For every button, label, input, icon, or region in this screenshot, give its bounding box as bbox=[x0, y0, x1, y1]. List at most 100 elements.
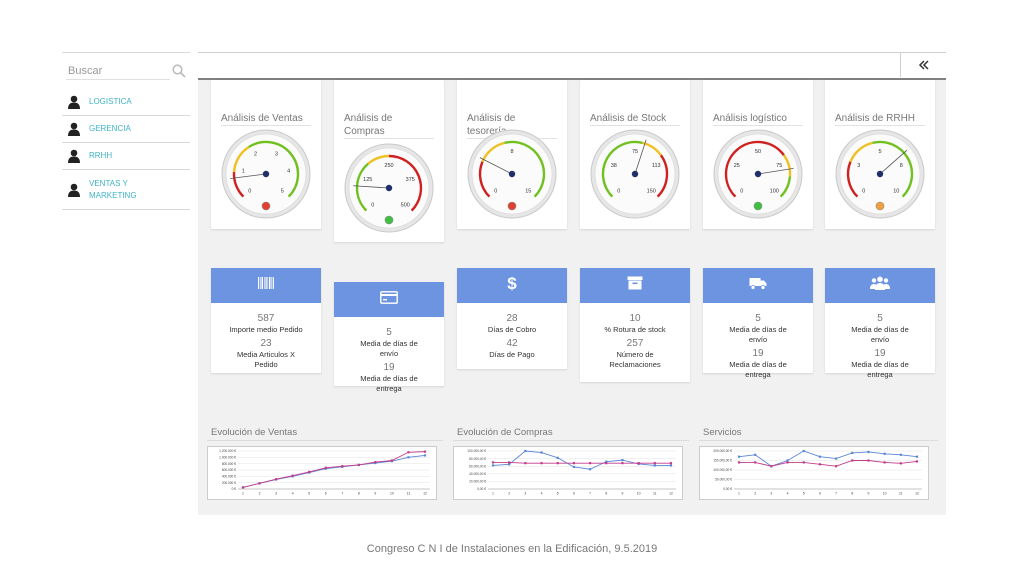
sidebar-item-label: VENTAS Y MARKETING bbox=[89, 178, 137, 200]
chart-x-tick-label: 1 bbox=[242, 492, 244, 496]
kpi-card[interactable]: 5 Media de días de envío 19 Media de días d… bbox=[703, 268, 813, 379]
gauge-title: Análisis de tesorería bbox=[467, 113, 516, 137]
kpi-value: 5 bbox=[755, 313, 761, 324]
chart-data-point bbox=[540, 451, 543, 454]
chart-x-tick-label: 2 bbox=[754, 492, 756, 496]
gauge-band bbox=[232, 171, 245, 198]
chart-x-tick-label: 1 bbox=[492, 492, 494, 496]
chart-data-point bbox=[588, 462, 592, 465]
chart-data-point bbox=[423, 454, 427, 457]
gauge-tick-label: 375 bbox=[406, 177, 415, 183]
chart-x-tick-label: 12 bbox=[669, 492, 673, 496]
chart-data-point bbox=[737, 455, 741, 458]
line-chart: 0,00 € 50.000,00 € 100.000,00 € 150.000,00 … bbox=[699, 446, 929, 500]
chart-data-point bbox=[491, 461, 495, 464]
chart-data-point bbox=[605, 460, 608, 463]
chart-series-line bbox=[242, 451, 426, 488]
kpi-card[interactable]: 5 Media de días de envío 19 Media de días d… bbox=[825, 268, 935, 379]
sidebar-item-label: LOGISTICA bbox=[89, 97, 132, 106]
gauge-needle bbox=[353, 185, 390, 189]
gauge-band bbox=[872, 140, 914, 198]
chart-x-tick-label: 3 bbox=[275, 492, 277, 496]
top-bar bbox=[198, 52, 946, 80]
gauge-needle bbox=[479, 157, 513, 175]
kpi-card[interactable]: 587 Importe medio Pedido 23 Media Articulos… bbox=[211, 268, 321, 373]
kpi-label: Media de días de envío bbox=[851, 325, 909, 344]
gauge-band bbox=[355, 162, 370, 212]
kpi-value: 19 bbox=[752, 348, 764, 359]
gauge-band bbox=[846, 161, 859, 198]
chart-y-tick-label: 0,00 € bbox=[723, 487, 732, 491]
gauge-dial: 0 38 75 113 150 bbox=[590, 129, 680, 219]
gauge-hub bbox=[631, 170, 639, 178]
svg-text:$: $ bbox=[507, 274, 517, 292]
gauge-hub bbox=[754, 170, 762, 178]
truck-icon bbox=[749, 277, 767, 295]
chart-data-point bbox=[374, 460, 377, 464]
chart-data-point bbox=[899, 453, 902, 456]
chart-data-point bbox=[308, 470, 311, 473]
sidebar-item-label: GERENCIA bbox=[89, 124, 131, 133]
collapse-sidebar-button[interactable] bbox=[900, 53, 947, 77]
double-chevron-left-icon bbox=[918, 60, 929, 70]
gauge-tick-label: 0 bbox=[617, 188, 620, 194]
gauge-band bbox=[367, 154, 390, 165]
gauge-tick-label: 75 bbox=[632, 149, 638, 155]
kpi-value: 19 bbox=[383, 362, 395, 373]
chart-data-point bbox=[786, 461, 789, 464]
sidebar-item-ventas-marketing[interactable]: VENTAS Y MARKETING bbox=[62, 170, 190, 210]
gauge-tick-label: 3 bbox=[857, 163, 860, 169]
chart-data-point bbox=[669, 462, 673, 465]
chart-title-divider bbox=[207, 440, 443, 441]
kpi-card[interactable]: 5 Media de días de envío 19 Media de días d… bbox=[334, 282, 444, 393]
chart-x-tick-label: 6 bbox=[819, 492, 821, 496]
gauge-tick-label: 4 bbox=[287, 168, 290, 174]
sidebar-item-rrhh[interactable]: RRHH bbox=[62, 143, 190, 170]
chart-y-tick-label: 600.000 € bbox=[222, 468, 236, 472]
gauge-tick-label: 3 bbox=[275, 152, 278, 158]
kpi-value: 10 bbox=[629, 313, 641, 324]
kpi-label: Media Articulos X Pedido bbox=[237, 350, 295, 369]
chart-series-line bbox=[493, 461, 671, 464]
chart-y-tick-label: 200.000,00 € bbox=[713, 449, 732, 453]
kpi-value: 257 bbox=[626, 338, 644, 349]
chart-y-tick-label: 80.000,00 € bbox=[469, 457, 486, 461]
chart-y-tick-label: 1.000.000 € bbox=[219, 456, 236, 460]
chart-data-point bbox=[540, 462, 543, 465]
sidebar-item-logistica[interactable]: LOGISTICA bbox=[62, 89, 190, 116]
user-icon bbox=[68, 149, 80, 163]
users-icon bbox=[870, 276, 890, 295]
gauge-status-light bbox=[384, 215, 394, 225]
kpi-card-header bbox=[703, 268, 813, 303]
chart-x-tick-label: 11 bbox=[407, 492, 411, 496]
sidebar-item-gerencia[interactable]: GERENCIA bbox=[62, 116, 190, 143]
chart-y-tick-label: 100.000,00 € bbox=[713, 468, 732, 472]
gauge-band bbox=[248, 140, 300, 198]
search-input[interactable] bbox=[66, 63, 170, 80]
chart-data-point bbox=[851, 459, 854, 462]
chart-x-tick-label: 5 bbox=[557, 492, 559, 496]
chart-x-tick-label: 7 bbox=[341, 492, 343, 496]
chart-data-point bbox=[851, 451, 854, 454]
gauge-status-light bbox=[875, 201, 885, 211]
chart-data-point bbox=[621, 462, 624, 465]
chart-title: Evolución de Ventas bbox=[211, 427, 298, 438]
kpi-label: Media de días de entrega bbox=[851, 360, 909, 379]
gauge-title-divider bbox=[835, 125, 925, 126]
chart-y-tick-label: 800.000 € bbox=[222, 462, 236, 466]
kpi-card[interactable]: $28 Días de Cobro 42 Días de Pago bbox=[457, 268, 567, 369]
credit-card-icon bbox=[380, 290, 398, 309]
gauge-tick-label: 0 bbox=[371, 202, 374, 208]
gauge-tick-label: 250 bbox=[384, 163, 393, 169]
gauge-tick-label: 500 bbox=[401, 202, 410, 208]
chart-data-point bbox=[407, 451, 410, 454]
chart-x-tick-label: 7 bbox=[835, 492, 837, 496]
chart-y-tick-label: 50.000,00 € bbox=[715, 478, 732, 482]
gauge-tick-label: 38 bbox=[611, 163, 617, 169]
chart-data-point bbox=[258, 482, 261, 485]
gauge-title-divider bbox=[590, 125, 680, 126]
chart-data-point bbox=[274, 478, 278, 481]
kpi-card[interactable]: 10% Rotura de stock 257 Número de Reclamac… bbox=[580, 268, 690, 382]
gauge-band bbox=[232, 145, 250, 173]
search-icon[interactable] bbox=[172, 64, 186, 78]
